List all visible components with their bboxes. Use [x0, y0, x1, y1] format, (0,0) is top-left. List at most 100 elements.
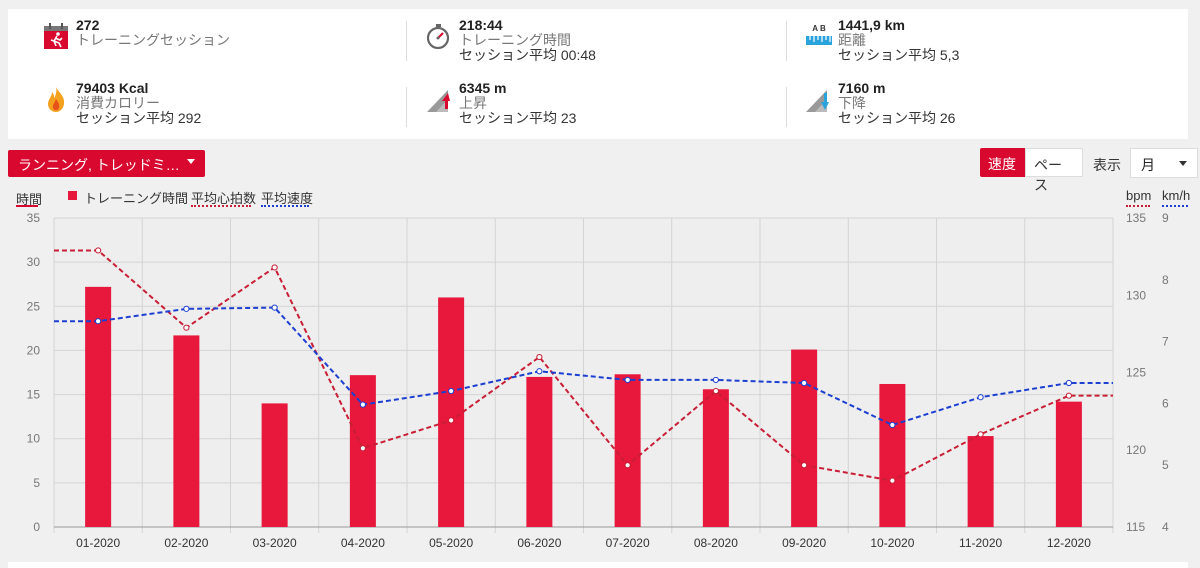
x-tick-label: 06-2020 [517, 536, 561, 550]
caret-down-icon [1179, 161, 1187, 166]
x-tick-label: 02-2020 [164, 536, 208, 550]
avg-hr-point [712, 387, 719, 395]
left-axis-label: 時間 [16, 192, 43, 207]
ruler-icon: A B [806, 24, 832, 45]
sport-filter-dropdown[interactable]: ランニング, トレッドミ… [8, 150, 205, 177]
y-bpm-tick-label: 115 [1126, 520, 1145, 534]
descent-sub: セッション平均 26 [838, 110, 956, 126]
pace-tab[interactable]: ペース [1025, 148, 1083, 193]
x-tick-label: 08-2020 [694, 536, 738, 550]
training-time-bar [1055, 401, 1082, 527]
x-tick-label: 09-2020 [782, 536, 826, 550]
avg-speed-point [624, 376, 631, 384]
ascent-icon [427, 90, 450, 112]
show-label: 表示 [1093, 157, 1121, 173]
sport-filter-label: ランニング, トレッドミ… [18, 157, 180, 173]
legend-training-time[interactable]: トレーニング時間 [84, 191, 189, 206]
y-bpm-tick-label: 135 [1126, 211, 1146, 225]
y-left-tick-label: 5 [33, 476, 40, 490]
divider [406, 87, 407, 127]
y-kmh-tick-label: 9 [1162, 211, 1169, 225]
descent-value: 7160 m [838, 80, 886, 96]
y-kmh-tick-label: 7 [1162, 335, 1169, 349]
y-bpm-tick-label: 130 [1126, 288, 1146, 302]
distance-sub: セッション平均 5,3 [838, 47, 960, 63]
period-select-value: 月 [1141, 157, 1155, 173]
y-left-tick-label: 25 [27, 299, 41, 313]
x-tick-label: 05-2020 [429, 536, 473, 550]
divider [786, 21, 787, 61]
avg-hr-point [183, 324, 190, 331]
avg-speed-point [889, 421, 896, 429]
avg-speed-point [1065, 379, 1072, 387]
x-tick-label: 03-2020 [253, 536, 297, 550]
training-time-bar [791, 349, 818, 527]
avg-speed-point [448, 387, 455, 395]
divider [786, 87, 787, 127]
y-left-tick-label: 15 [27, 388, 41, 402]
legend-speed-line [261, 205, 309, 207]
avg-speed-point [801, 379, 808, 387]
training-time-bar [614, 374, 641, 527]
avg-hr-point [448, 417, 455, 424]
avg-hr-point [359, 445, 366, 452]
summary-panel: 272 トレーニングセッション 218:44 トレーニング時間 セッション平均 … [8, 9, 1188, 139]
bpm-axis-label: bpm [1126, 188, 1152, 203]
period-select[interactable]: 月 [1130, 148, 1198, 178]
ascent-value: 6345 m [459, 80, 507, 96]
training-time-bar [438, 297, 465, 527]
stat-ascent: 6345 m 上昇 セッション平均 23 [426, 81, 766, 133]
avg-hr-point [977, 431, 984, 438]
y-bpm-tick-label: 125 [1126, 366, 1146, 380]
kmh-axis-underline [1162, 205, 1188, 207]
avg-speed-point [536, 368, 543, 375]
calendar-runner-icon [44, 23, 68, 49]
distance-value: 1441,9 km [838, 17, 905, 33]
avg-speed-point [271, 304, 278, 311]
stat-distance: A B 1441,9 km 距離 セッション平均 5,3 [805, 18, 1145, 70]
avg-speed-point [183, 305, 190, 312]
training-time-bar [173, 335, 200, 527]
calories-value: 79403 Kcal [76, 80, 149, 96]
x-tick-label: 12-2020 [1047, 536, 1091, 550]
training-time-bar [879, 383, 906, 527]
legend-avg-speed[interactable]: 平均速度 [261, 191, 314, 206]
bottom-strip [8, 562, 1188, 568]
legend-avg-hr[interactable]: 平均心拍数 [191, 191, 257, 206]
x-tick-label: 01-2020 [76, 536, 120, 550]
y-kmh-tick-label: 5 [1162, 458, 1169, 472]
stat-sessions: 272 トレーニングセッション [43, 18, 383, 70]
y-bpm-tick-label: 120 [1126, 443, 1146, 457]
ascent-label: 上昇 [459, 95, 487, 111]
ruler-icon-letters: A B [812, 24, 826, 33]
y-left-tick-label: 20 [27, 343, 41, 357]
ascent-sub: セッション平均 23 [459, 110, 577, 126]
x-tick-label: 07-2020 [606, 536, 650, 550]
avg-speed-line [54, 306, 1113, 427]
descent-label: 下降 [838, 95, 866, 111]
y-kmh-tick-label: 6 [1162, 396, 1169, 410]
sessions-label: トレーニングセッション [76, 32, 230, 48]
avg-hr-point [95, 247, 102, 254]
legend-hr-line [191, 205, 251, 207]
stopwatch-icon [426, 24, 450, 50]
bpm-axis-underline [1126, 205, 1150, 207]
training-time-bar [261, 403, 288, 527]
calories-sub: セッション平均 292 [76, 110, 202, 126]
y-left-tick-label: 35 [27, 211, 41, 225]
x-tick-label: 04-2020 [341, 536, 385, 550]
avg-hr-point [624, 462, 631, 469]
y-left-tick-label: 0 [33, 520, 40, 534]
avg-speed-point [712, 376, 719, 384]
x-tick-label: 11-2020 [959, 536, 1002, 550]
flame-icon [48, 87, 65, 112]
distance-label: 距離 [838, 32, 866, 48]
y-left-tick-label: 30 [27, 255, 41, 269]
speed-tab[interactable]: 速度 [980, 148, 1025, 177]
training-time-bar [967, 436, 994, 527]
stat-calories: 79403 Kcal 消費カロリー セッション平均 292 [43, 81, 383, 133]
left-axis-underline [16, 205, 38, 207]
training-time-bar [526, 376, 553, 527]
avg-speed-point [95, 318, 102, 325]
avg-hr-point [801, 462, 808, 469]
